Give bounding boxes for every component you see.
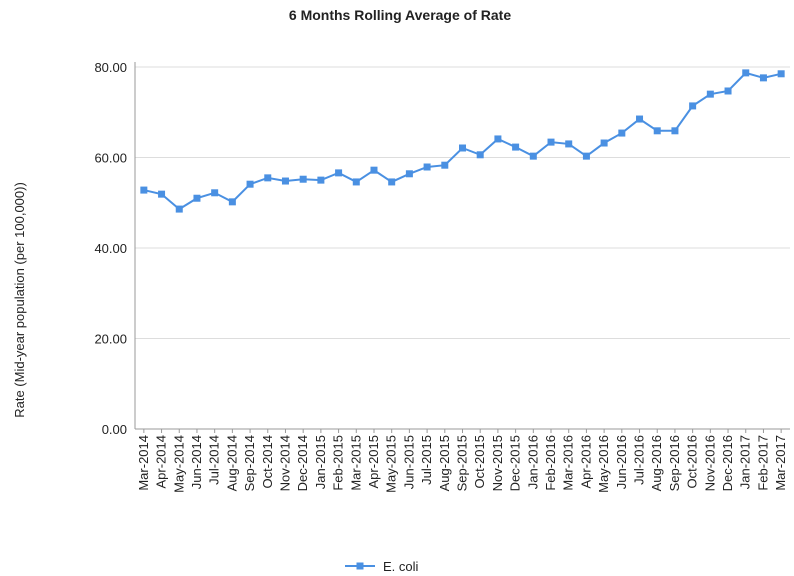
data-point <box>742 69 750 77</box>
data-point <box>264 174 272 182</box>
x-tick-label: Oct-2016 <box>685 435 700 488</box>
x-tick-label: Aug-2014 <box>224 435 239 491</box>
x-tick-label: Jan-2015 <box>313 435 328 489</box>
data-point <box>547 138 555 146</box>
x-tick-label: Apr-2014 <box>154 435 169 488</box>
data-point <box>317 176 325 184</box>
x-tick-label: Aug-2016 <box>649 435 664 491</box>
data-point <box>636 115 644 123</box>
data-point <box>724 87 732 95</box>
x-tick-label: Dec-2014 <box>295 435 310 491</box>
data-point <box>352 178 360 186</box>
data-point <box>459 144 466 152</box>
data-point <box>246 180 254 188</box>
data-point <box>706 90 714 98</box>
data-point <box>777 70 785 78</box>
x-tick-label: Jul-2016 <box>632 435 647 485</box>
x-tick-label: Jan-2017 <box>738 435 753 489</box>
x-tick-label: Mar-2015 <box>348 435 363 491</box>
data-point <box>335 169 343 177</box>
x-tick-label: Dec-2016 <box>720 435 735 491</box>
x-tick-label: Nov-2014 <box>277 435 292 491</box>
x-tick-label: Aug-2015 <box>437 435 452 491</box>
x-tick-label: Nov-2016 <box>702 435 717 491</box>
x-tick-label: Apr-2016 <box>578 435 593 488</box>
x-tick-label: Mar-2016 <box>561 435 576 491</box>
x-tick-label: Feb-2016 <box>543 435 558 491</box>
x-tick-label: Sep-2016 <box>667 435 682 491</box>
data-point <box>140 186 148 194</box>
data-point <box>441 161 449 169</box>
series-line <box>143 71 782 211</box>
x-tick-label: Mar-2017 <box>773 435 788 491</box>
data-point <box>388 178 396 186</box>
x-tick-label: May-2016 <box>596 435 611 493</box>
x-tick-label: Jun-2015 <box>401 435 416 489</box>
x-tick-label: Feb-2015 <box>331 435 346 491</box>
data-point <box>512 143 520 151</box>
x-tick-label: Sep-2015 <box>455 435 470 491</box>
data-point <box>423 163 431 171</box>
data-point <box>281 177 289 185</box>
x-tick-label: Oct-2014 <box>260 435 275 488</box>
x-tick-label: May-2014 <box>171 435 186 493</box>
x-tick-label: Jun-2014 <box>189 435 204 489</box>
data-point <box>476 151 484 159</box>
data-point <box>600 139 608 147</box>
x-tick-label: Nov-2015 <box>490 435 505 491</box>
data-point <box>405 170 413 178</box>
data-point <box>175 205 183 213</box>
data-point <box>759 74 767 82</box>
x-tick-label: Oct-2015 <box>472 435 487 488</box>
x-tick-label: Mar-2014 <box>136 435 151 491</box>
data-point <box>653 127 661 135</box>
y-tick-label: 0.00 <box>102 422 127 437</box>
y-tick-label: 80.00 <box>94 60 127 75</box>
data-point <box>529 152 537 160</box>
data-point <box>228 198 236 206</box>
x-tick-label: Jan-2016 <box>525 435 540 489</box>
y-tick-label: 20.00 <box>94 332 127 347</box>
data-point <box>565 140 573 148</box>
y-tick-label: 40.00 <box>94 241 127 256</box>
data-point <box>671 127 679 135</box>
x-tick-label: Feb-2017 <box>755 435 770 491</box>
chart-title: 6 Months Rolling Average of Rate <box>289 7 511 23</box>
x-tick-label: Jul-2015 <box>419 435 434 485</box>
legend-marker <box>356 562 364 570</box>
data-point <box>299 175 307 183</box>
data-point <box>689 102 697 110</box>
data-point <box>618 129 626 137</box>
data-point <box>370 166 378 174</box>
x-tick-label: Apr-2015 <box>366 435 381 488</box>
data-point <box>158 190 166 198</box>
x-tick-label: Jul-2014 <box>207 435 222 485</box>
x-tick-label: Dec-2015 <box>508 435 523 491</box>
legend-label: E. coli <box>383 559 419 574</box>
x-tick-label: Jun-2016 <box>614 435 629 489</box>
data-point <box>582 152 590 160</box>
data-point <box>494 135 502 143</box>
y-tick-label: 60.00 <box>94 151 127 166</box>
y-axis-label: Rate (Mid-year population (per 100,000)) <box>12 182 27 418</box>
data-point <box>193 194 201 202</box>
x-tick-label: May-2015 <box>384 435 399 493</box>
data-point <box>211 189 219 197</box>
x-tick-label: Sep-2014 <box>242 435 257 491</box>
